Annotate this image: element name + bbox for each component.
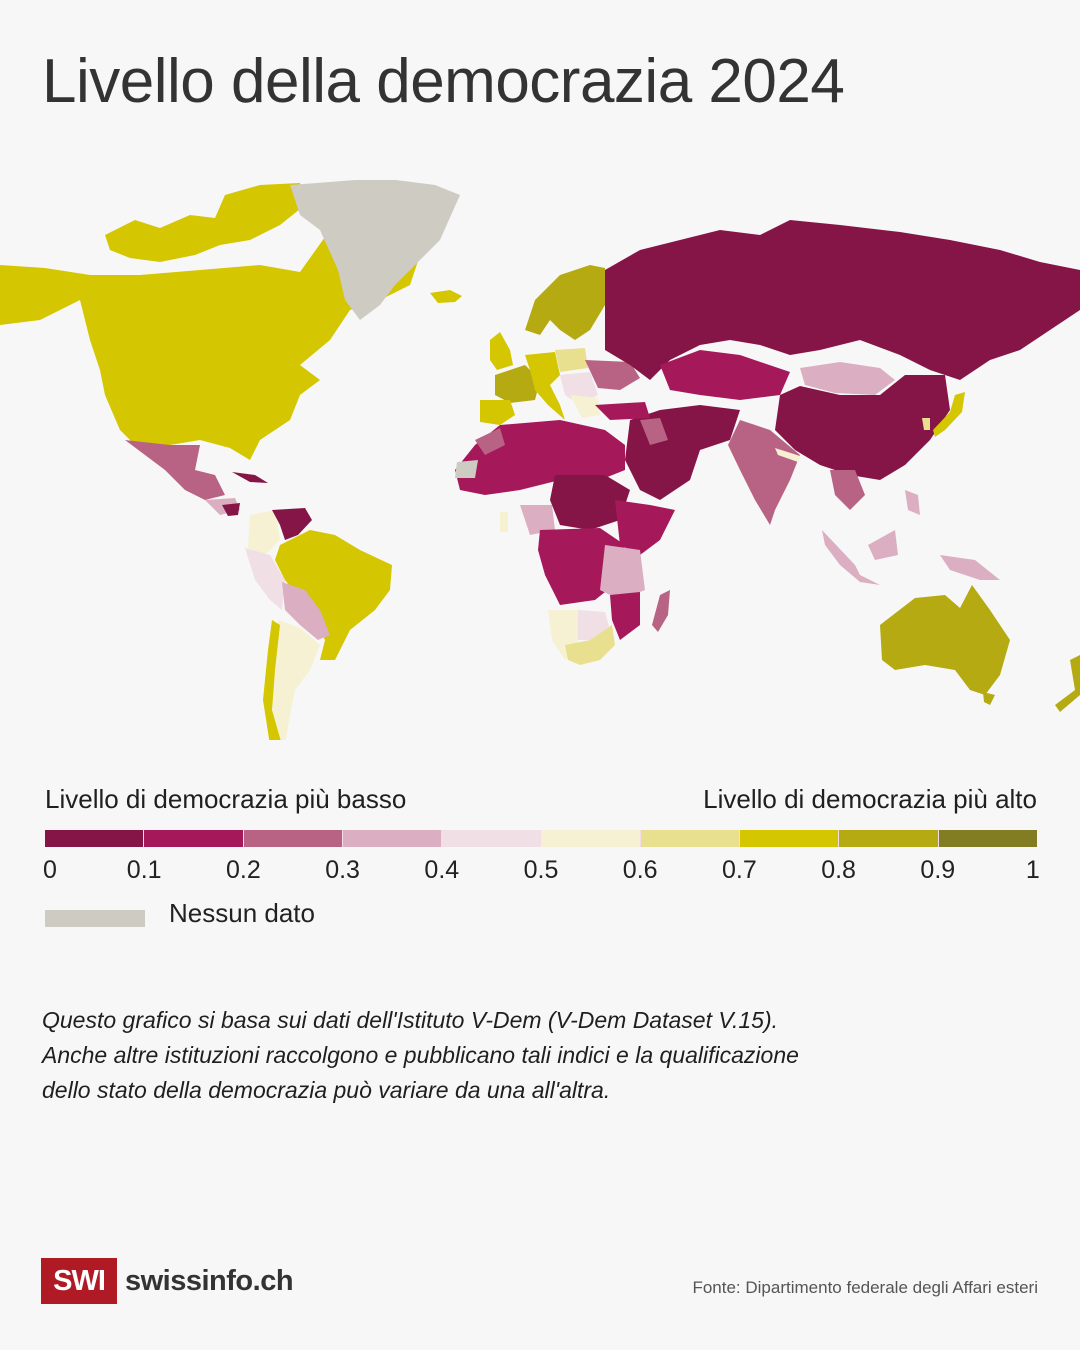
region-greenland [290, 180, 460, 320]
scale-bin [144, 830, 244, 847]
logo-wordmark: swissinfo.ch [125, 1264, 294, 1297]
region-ghana [500, 512, 508, 532]
region-middle-east [625, 405, 740, 500]
region-uk [490, 332, 513, 370]
region-colombia [248, 510, 280, 555]
note-line: Anche altre istituzioni raccolgono e pub… [42, 1042, 799, 1068]
region-brazil [275, 530, 392, 660]
swi-logo-mark: SWI [41, 1258, 117, 1304]
region-east-africa [600, 545, 645, 600]
region-venezuela [272, 508, 312, 540]
world-map [0, 180, 1080, 740]
scale-bin [640, 830, 741, 847]
region-kazakhstan [660, 350, 790, 400]
scale-bin [45, 830, 145, 847]
scale-bin [938, 830, 1037, 847]
region-mexico [125, 440, 225, 500]
region-spain [480, 400, 515, 425]
methodology-note: Questo grafico si basa sui dati dell'Ist… [42, 1003, 1042, 1108]
region-nicaragua [222, 503, 240, 516]
region-peru [245, 548, 285, 610]
scale-tick: 0.1 [126, 856, 162, 884]
scale-tick: 0.8 [821, 856, 856, 884]
color-scale [45, 830, 1037, 847]
region-germany-italy [525, 352, 565, 420]
region-china [775, 375, 950, 480]
region-scandinavia [525, 265, 605, 340]
region-turkey [595, 402, 650, 420]
scale-bin [740, 830, 840, 847]
swissinfo-logo[interactable]: SWI swissinfo.ch [41, 1258, 294, 1304]
region-eastern-europe [560, 372, 598, 405]
region-new-zealand [1055, 655, 1080, 712]
region-south-africa [565, 625, 615, 665]
region-ukraine [585, 360, 640, 390]
scale-bin [541, 830, 641, 847]
region-chile [263, 620, 281, 740]
region-bolivia-paraguay [282, 582, 330, 640]
region-madagascar [652, 590, 670, 632]
region-arctic-islands [105, 183, 305, 262]
scale-tick: 0.2 [226, 856, 261, 884]
region-japan [933, 392, 965, 437]
region-cuba [232, 472, 268, 483]
region-sahel [550, 475, 630, 530]
region-argentina [272, 620, 320, 740]
legend-high-label: Livello di democrazia più alto [703, 784, 1037, 814]
region-nepal [775, 448, 800, 462]
scale-ticks: 0 0.1 0.2 0.3 0.4 0.5 0.6 0.7 0.8 0.9 1 [43, 856, 1040, 890]
region-mozambique [610, 592, 640, 640]
region-western-sahara [455, 460, 478, 478]
scale-tick: 0.4 [424, 856, 460, 884]
scale-bin [442, 830, 542, 847]
no-data-label: Nessun dato [169, 898, 315, 928]
region-india [728, 420, 800, 525]
scale-tick: 0.7 [722, 856, 757, 884]
region-balkans [570, 395, 600, 418]
region-tasmania [983, 692, 995, 705]
source-credit: Fonte: Dipartimento federale degli Affar… [692, 1278, 1038, 1297]
scale-tick: 0.9 [920, 856, 956, 884]
scale-bin [342, 830, 443, 847]
region-iceland [430, 290, 462, 303]
scale-bin [839, 830, 939, 847]
region-horn-of-africa [615, 500, 675, 555]
no-data-swatch [45, 910, 145, 927]
region-mongolia [800, 362, 895, 395]
scale-tick: 0 [43, 856, 57, 884]
region-indonesia [822, 490, 1000, 585]
region-poland [555, 348, 588, 372]
scale-tick: 1 [1025, 856, 1040, 884]
note-line: Questo grafico si basa sui dati dell'Ist… [42, 1007, 778, 1033]
scale-tick: 0.3 [325, 856, 360, 884]
region-nigeria [520, 505, 555, 535]
note-line: dello stato della democrazia può variare… [42, 1077, 611, 1103]
scale-tick: 0.5 [523, 856, 559, 884]
region-russia [605, 220, 1080, 380]
region-novaya-zemlya [680, 232, 728, 272]
region-australia [880, 585, 1010, 695]
scale-bin [243, 830, 343, 847]
region-france [495, 365, 540, 403]
scale-tick: 0.6 [622, 856, 658, 884]
region-southeast-asia [830, 470, 865, 510]
region-iraq [640, 418, 668, 445]
legend-low-label: Livello di democrazia più basso [45, 784, 407, 814]
region-north-america [0, 218, 420, 460]
region-south-korea [922, 418, 930, 430]
region-morocco [475, 428, 505, 455]
page-title: Livello della democrazia 2024 [42, 47, 845, 116]
